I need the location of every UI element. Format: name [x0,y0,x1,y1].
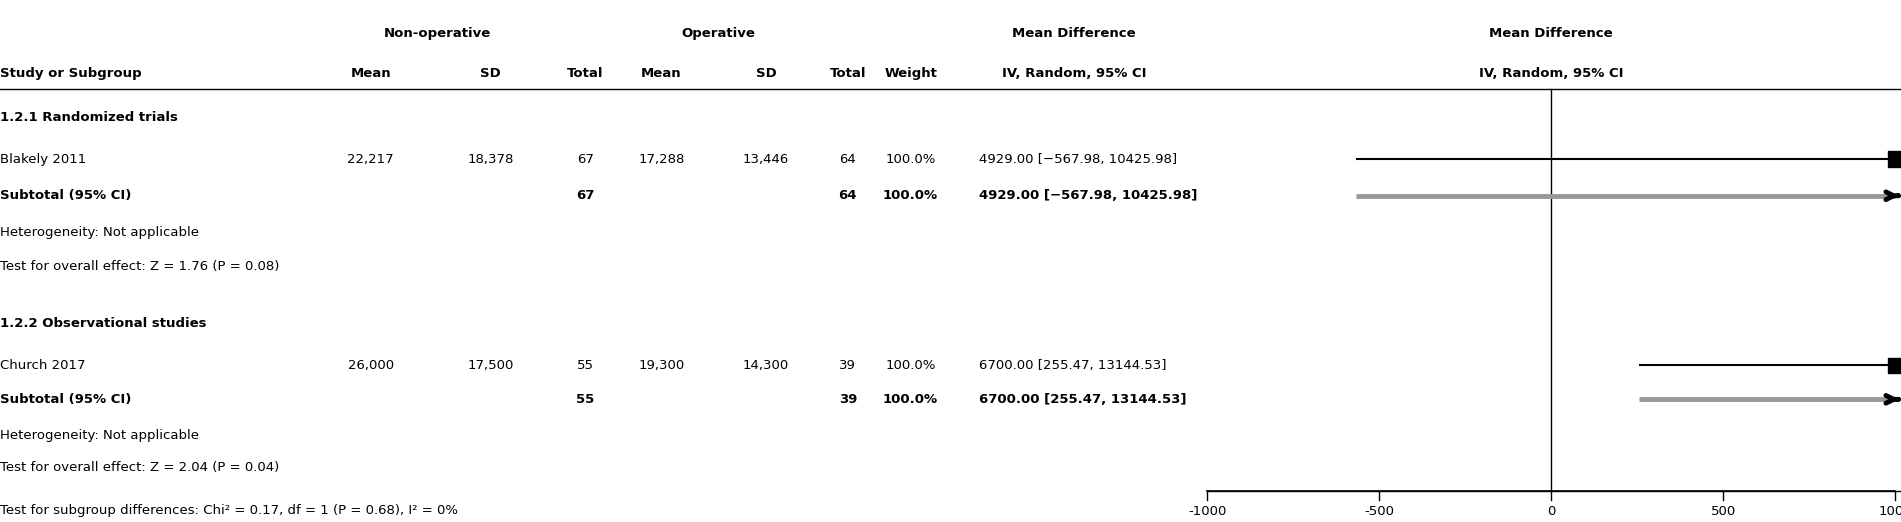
Text: -500: -500 [1365,505,1393,518]
Text: 1000: 1000 [1878,505,1901,518]
Text: 39: 39 [840,359,855,372]
Text: 64: 64 [840,153,855,165]
Text: 67: 67 [576,189,595,202]
Bar [1888,358,1901,373]
Text: SD: SD [481,67,500,79]
Text: Subtotal (95% CI): Subtotal (95% CI) [0,189,131,202]
Text: Mean: Mean [350,67,392,79]
Text: Study or Subgroup: Study or Subgroup [0,67,143,79]
Text: 22,217: 22,217 [348,153,394,165]
Text: 0: 0 [1547,505,1555,518]
Text: Mean: Mean [641,67,682,79]
Text: 17,288: 17,288 [639,153,684,165]
Text: 4929.00 [−567.98, 10425.98]: 4929.00 [−567.98, 10425.98] [979,153,1177,165]
Text: 55: 55 [578,359,593,372]
Text: 100.0%: 100.0% [886,359,935,372]
Text: SD: SD [757,67,776,79]
Text: Total: Total [829,67,867,79]
Text: IV, Random, 95% CI: IV, Random, 95% CI [1479,67,1623,79]
Text: Mean Difference: Mean Difference [1011,28,1137,40]
Text: Heterogeneity: Not applicable: Heterogeneity: Not applicable [0,226,200,239]
Text: Mean Difference: Mean Difference [1488,28,1614,40]
Text: 1.2.2 Observational studies: 1.2.2 Observational studies [0,317,207,330]
Text: Non-operative: Non-operative [384,28,490,40]
Text: Test for subgroup differences: Chi² = 0.17, df = 1 (P = 0.68), I² = 0%: Test for subgroup differences: Chi² = 0.… [0,504,458,517]
Text: 6700.00 [255.47, 13144.53]: 6700.00 [255.47, 13144.53] [979,393,1186,406]
Text: 55: 55 [576,393,595,406]
Text: Total: Total [566,67,605,79]
Text: 17,500: 17,500 [468,359,513,372]
Text: IV, Random, 95% CI: IV, Random, 95% CI [1002,67,1146,79]
Text: Weight: Weight [884,67,937,79]
Text: 14,300: 14,300 [743,359,789,372]
Text: 19,300: 19,300 [639,359,684,372]
Text: Subtotal (95% CI): Subtotal (95% CI) [0,393,131,406]
Text: 18,378: 18,378 [468,153,513,165]
Text: 67: 67 [578,153,593,165]
Bar [1888,151,1901,167]
Text: -1000: -1000 [1188,505,1226,518]
Text: 100.0%: 100.0% [886,153,935,165]
Text: Test for overall effect: Z = 2.04 (P = 0.04): Test for overall effect: Z = 2.04 (P = 0… [0,461,279,473]
Text: Heterogeneity: Not applicable: Heterogeneity: Not applicable [0,430,200,442]
Text: 500: 500 [1711,505,1736,518]
Text: 100.0%: 100.0% [884,393,937,406]
Text: 26,000: 26,000 [348,359,394,372]
Text: Blakely 2011: Blakely 2011 [0,153,86,165]
Text: 39: 39 [838,393,857,406]
Text: 100.0%: 100.0% [884,189,937,202]
Text: 64: 64 [838,189,857,202]
Text: 6700.00 [255.47, 13144.53]: 6700.00 [255.47, 13144.53] [979,359,1167,372]
Text: 13,446: 13,446 [743,153,789,165]
Text: 4929.00 [−567.98, 10425.98]: 4929.00 [−567.98, 10425.98] [979,189,1198,202]
Text: Test for overall effect: Z = 1.76 (P = 0.08): Test for overall effect: Z = 1.76 (P = 0… [0,260,279,272]
Text: 1.2.1 Randomized trials: 1.2.1 Randomized trials [0,111,179,124]
Text: Church 2017: Church 2017 [0,359,86,372]
Text: Operative: Operative [682,28,755,40]
